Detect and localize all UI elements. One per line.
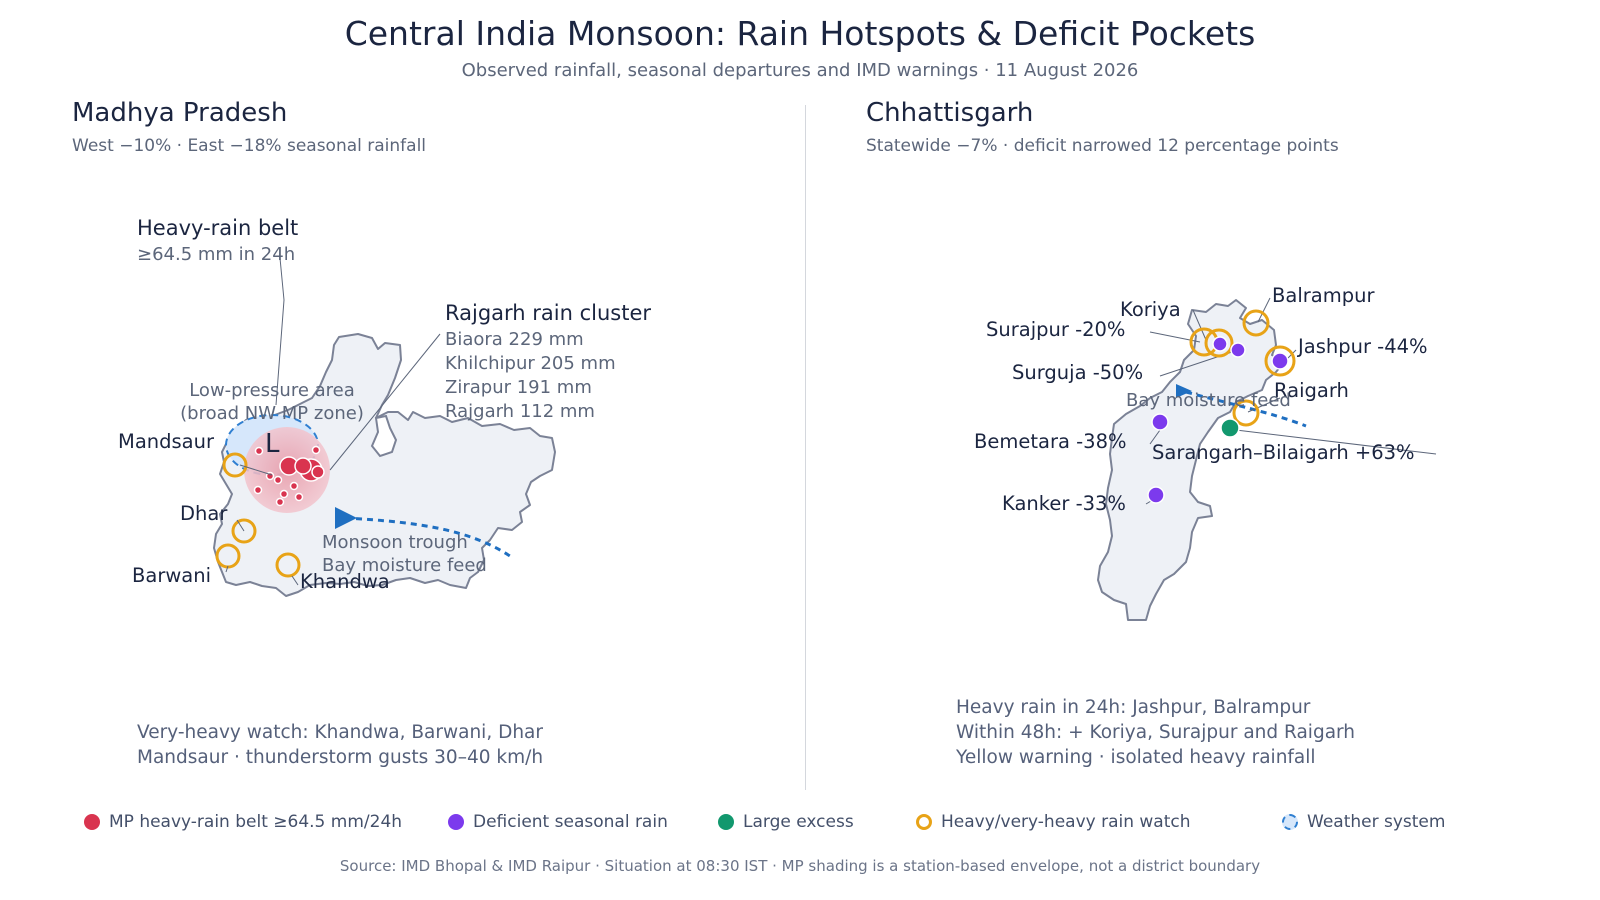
legend-heavy-rain-swatch xyxy=(84,814,100,830)
khandwa-leader xyxy=(291,575,299,586)
legend-heavy-rain-label: MP heavy-rain belt ≥64.5 mm/24h xyxy=(109,812,403,832)
station-zirapur xyxy=(294,457,312,475)
cluster-line-2: Khilchipur 205 mm xyxy=(445,353,616,374)
source-note: Source: IMD Bhopal & IMD Raipur · Situat… xyxy=(339,857,1261,875)
deficit-kanker xyxy=(1147,486,1165,504)
cg-watch-rings xyxy=(1189,309,1296,427)
label-surajpur: Surajpur -20% xyxy=(986,318,1125,341)
label-raigarh: Raigarh xyxy=(1274,379,1349,402)
label-jashpur: Jashpur -44% xyxy=(1296,335,1428,358)
barwani-leader xyxy=(225,565,229,573)
station-dot xyxy=(289,481,299,491)
label-balrampur: Balrampur xyxy=(1272,284,1375,307)
sarangarh-leader xyxy=(1235,429,1437,455)
label-mandsaur: Mandsaur xyxy=(118,430,215,453)
station-dot xyxy=(275,497,285,507)
legend-weather-system: Weather system xyxy=(1282,812,1445,832)
legend-excess: Large excess xyxy=(718,812,854,832)
legend-heavy-rain: MP heavy-rain belt ≥64.5 mm/24h xyxy=(84,812,402,832)
cluster-line-3: Zirapur 191 mm xyxy=(445,377,592,398)
heavy-belt-subtitle: ≥64.5 mm in 24h xyxy=(137,244,295,265)
page-subtitle: Observed rainfall, seasonal departures a… xyxy=(461,60,1139,81)
cluster-line-1: Biaora 229 mm xyxy=(445,329,584,350)
mp-note: Very-heavy watch: Khandwa, Barwani, Dhar… xyxy=(137,720,543,770)
dhar-leader xyxy=(236,519,245,532)
low-label-1: Low-pressure area xyxy=(189,380,355,401)
monsoon-trough-line xyxy=(344,516,511,558)
low-symbol: L xyxy=(265,429,280,459)
label-bay-moisture: Bay moisture feed xyxy=(1126,390,1291,411)
trough-label-1: Monsoon trough xyxy=(322,532,468,553)
station-dot xyxy=(279,489,289,499)
legend-excess-label: Large excess xyxy=(743,812,854,832)
bemetara-leader xyxy=(1149,429,1161,445)
legend-weather-system-label: Weather system xyxy=(1307,812,1446,832)
watch-balrampur xyxy=(1242,309,1270,337)
low-label-2: (broad NW MP zone) xyxy=(180,403,364,424)
station-rajgarh xyxy=(311,465,325,479)
watch-dhar xyxy=(231,518,257,544)
mp-panel-title: Madhya Pradesh xyxy=(72,98,288,128)
watch-surajpur xyxy=(1204,328,1234,358)
low-leader xyxy=(239,464,273,476)
station-dot xyxy=(294,492,304,502)
cluster-title: Rajgarh rain cluster xyxy=(445,301,651,325)
cluster-leader xyxy=(329,333,441,471)
monsoon-trough-arrowhead xyxy=(335,507,357,529)
deficit-surajpur xyxy=(1212,336,1228,352)
map-canvas: L Heavy-rain belt ≥64.5 mm in 24h R xyxy=(118,216,1437,621)
mp-note-line-2: Mandsaur · thunderstorm gusts 30–40 km/h xyxy=(137,747,544,768)
station-dot xyxy=(311,445,321,455)
legend-deficit-swatch xyxy=(448,814,464,830)
legend-excess-swatch xyxy=(718,814,734,830)
cg-note-line-2: Within 48h: + Koriya, Surajpur and Raiga… xyxy=(956,722,1356,743)
koriya-leader xyxy=(1192,309,1207,341)
watch-khandwa xyxy=(275,552,301,578)
page-title: Central India Monsoon: Rain Hotspots & D… xyxy=(344,14,1256,53)
deficit-bemetara xyxy=(1151,413,1169,431)
panel-divider xyxy=(805,105,806,790)
legend-watch: Heavy/very-heavy rain watch xyxy=(916,812,1191,832)
label-barwani: Barwani xyxy=(132,564,211,587)
deficit-jashpur xyxy=(1271,352,1289,370)
heavy-belt-title: Heavy-rain belt xyxy=(137,216,298,240)
heavy-belt-leader xyxy=(275,257,285,406)
cg-deficit-dots xyxy=(1147,336,1289,504)
excess-sarangarh-bilaigarh xyxy=(1220,418,1240,438)
cg-note: Heavy rain in 24h: Jashpur, Balrampur Wi… xyxy=(956,695,1355,770)
deficit-surguja xyxy=(1230,342,1246,358)
watch-raigarh xyxy=(1232,399,1260,427)
cg-panel-subtitle: Statewide −7% · deficit narrowed 12 perc… xyxy=(866,136,1339,156)
legend-deficit: Deficient seasonal rain xyxy=(448,812,668,832)
watch-jashpur xyxy=(1264,345,1296,377)
label-bemetara: Bemetara -38% xyxy=(974,430,1127,453)
raigarh-leader xyxy=(1247,397,1281,413)
trough-label-2: Bay moisture feed xyxy=(322,555,487,576)
cluster-line-4: Rajgarh 112 mm xyxy=(445,401,595,422)
legend-watch-swatch xyxy=(916,814,932,830)
label-koriya: Koriya xyxy=(1120,298,1181,321)
label-surguja: Surguja -50% xyxy=(1012,361,1143,384)
station-dot xyxy=(254,446,264,456)
label-kanker: Kanker -33% xyxy=(1002,492,1126,515)
heavy-rain-stations xyxy=(253,445,325,507)
mp-note-line-1: Very-heavy watch: Khandwa, Barwani, Dhar xyxy=(137,722,543,743)
station-dot xyxy=(253,485,263,495)
cg-note-line-1: Heavy rain in 24h: Jashpur, Balrampur xyxy=(956,697,1311,718)
station-dot xyxy=(273,475,283,485)
legend-watch-label: Heavy/very-heavy rain watch xyxy=(941,812,1191,832)
label-dhar: Dhar xyxy=(180,502,228,525)
mp-panel-subtitle: West −10% · East −18% seasonal rainfall xyxy=(72,136,427,156)
mp-notch xyxy=(370,414,398,458)
legend-deficit-label: Deficient seasonal rain xyxy=(473,812,668,832)
label-sarangarh-bilaigarh: Sarangarh–Bilaigarh +63% xyxy=(1152,441,1415,464)
cg-bay-arrow-line xyxy=(1185,390,1307,428)
watch-mandsaur xyxy=(222,452,248,478)
cg-panel-title: Chhattisgarh xyxy=(866,98,1034,128)
cg-note-line-3: Yellow warning · isolated heavy rainfall xyxy=(956,747,1316,768)
legend-weather-system-swatch xyxy=(1282,814,1298,830)
cg-bay-arrowhead xyxy=(1176,384,1192,398)
label-khandwa: Khandwa xyxy=(300,570,390,593)
balrampur-leader xyxy=(1257,297,1271,323)
